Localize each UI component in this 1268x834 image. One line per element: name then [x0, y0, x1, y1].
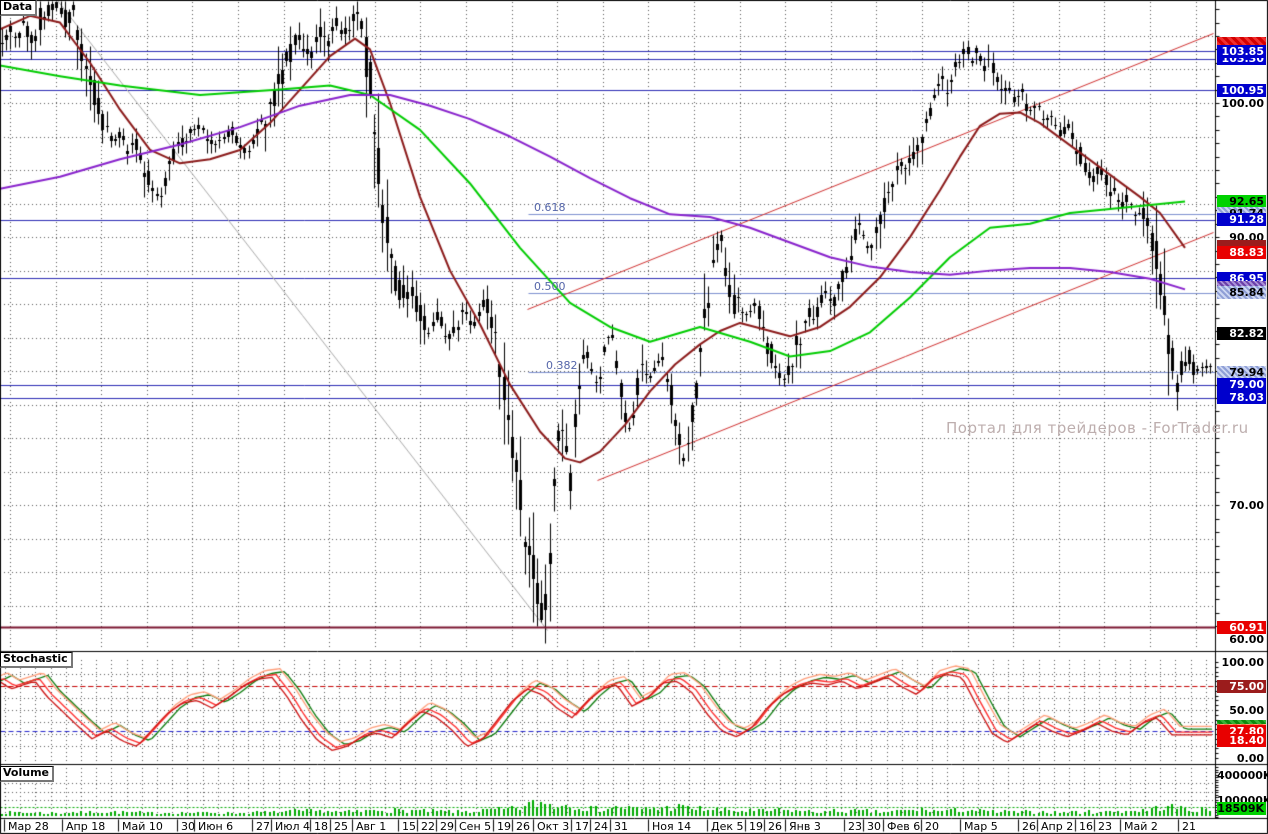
- time-label-29: 29: [440, 820, 454, 833]
- time-label-Янв 3: Янв 3: [789, 820, 821, 833]
- axis-label-88.83: 88.83: [1217, 246, 1266, 259]
- time-label-Апр 2: Апр 2: [1041, 820, 1074, 833]
- time-label-23: 23: [848, 820, 862, 833]
- axis-label-70.00: 70.00: [1229, 499, 1264, 512]
- time-label-30: 30: [181, 820, 195, 833]
- time-label-16: 16: [1079, 820, 1093, 833]
- fib-label-0.618: 0.618: [534, 201, 566, 214]
- time-label-17: 17: [575, 820, 589, 833]
- axis-label-400000K: 400000K: [1217, 769, 1268, 782]
- time-label-Дек 5: Дек 5: [711, 820, 744, 833]
- time-label-Авг 1: Авг 1: [356, 820, 387, 833]
- time-label-Ноя 14: Ноя 14: [652, 820, 692, 833]
- time-label-Апр 18: Апр 18: [66, 820, 106, 833]
- axis-label-0.00: 0.00: [1236, 752, 1264, 765]
- time-label-20: 20: [925, 820, 939, 833]
- time-label-19: 19: [497, 820, 511, 833]
- axis-label-100.00: 100.00: [1221, 97, 1264, 110]
- axis-label-60.91: 60.91: [1217, 621, 1266, 634]
- axis-label-79.94: 79.94: [1217, 366, 1266, 379]
- time-label-23: 23: [1098, 820, 1112, 833]
- time-label-Сен 5: Сен 5: [459, 820, 492, 833]
- time-label-19: 19: [749, 820, 763, 833]
- axis-label-75.00: 75.00: [1217, 680, 1266, 693]
- stochastic-panel-title: Stochastic: [0, 652, 73, 668]
- watermark-text: Портал для трейдеров - ForTrader.ru: [946, 419, 1249, 437]
- time-label-30: 30: [867, 820, 881, 833]
- time-label-26: 26: [1022, 820, 1036, 833]
- axis-label-100.00: 100.00: [1221, 656, 1264, 669]
- time-label-Окт 3: Окт 3: [537, 820, 570, 833]
- time-label-Мар 28: Мар 28: [8, 820, 49, 833]
- time-label-31: 31: [614, 820, 628, 833]
- time-label-15: 15: [402, 820, 416, 833]
- time-label-27: 27: [256, 820, 270, 833]
- fib-label-0.500: 0.500: [534, 280, 566, 293]
- time-label-22: 22: [421, 820, 435, 833]
- axis-label-79.00: 79.00: [1217, 378, 1266, 391]
- time-label-Мар 5: Мар 5: [964, 820, 998, 833]
- time-label-25: 25: [334, 820, 348, 833]
- axis-label-100.95: 100.95: [1217, 84, 1266, 97]
- axis-label-103.85: 103.85: [1217, 45, 1266, 58]
- time-label-Июл 4: Июл 4: [275, 820, 311, 833]
- data-box-label: Data: [0, 0, 38, 16]
- fib-label-0.382: 0.382: [546, 359, 578, 372]
- time-label-Июн 6: Июн 6: [198, 820, 234, 833]
- time-label-26: 26: [768, 820, 782, 833]
- axis-label-60.00: 60.00: [1229, 633, 1264, 646]
- time-label-21: 21: [1182, 820, 1196, 833]
- axis-label-78.03: 78.03: [1217, 391, 1266, 404]
- time-label-26: 26: [516, 820, 530, 833]
- time-label-24: 24: [594, 820, 608, 833]
- axis-label-92.65: 92.65: [1217, 195, 1266, 208]
- volume-panel-title: Volume: [0, 766, 54, 782]
- axis-label-18.40: 18.40: [1217, 734, 1266, 747]
- time-label-Май 10: Май 10: [122, 820, 163, 833]
- axis-label-18509K: 18509K: [1217, 802, 1266, 815]
- time-label-Май 2: Май 2: [1124, 820, 1158, 833]
- axis-label-50.00: 50.00: [1229, 704, 1264, 717]
- time-label-18: 18: [314, 820, 328, 833]
- axis-label-91.28: 91.28: [1217, 213, 1266, 226]
- axis-label-85.84: 85.84: [1217, 286, 1266, 299]
- axis-label-82.82: 82.82: [1217, 327, 1266, 340]
- time-label-Фев 6: Фев 6: [887, 820, 921, 833]
